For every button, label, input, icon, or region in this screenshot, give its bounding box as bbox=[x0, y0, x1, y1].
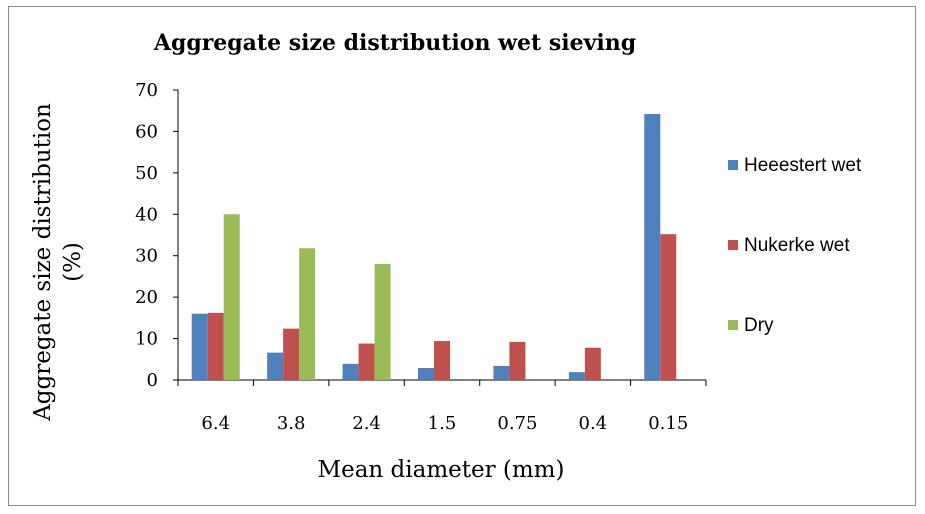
x-tick-label: 3.8 bbox=[277, 413, 306, 434]
bar-nukerke-wet-3.8 bbox=[283, 328, 300, 380]
x-tick-label: 0.4 bbox=[579, 413, 608, 434]
y-tick-label: 60 bbox=[135, 121, 158, 142]
bar-nukerke-wet-1.5 bbox=[434, 341, 450, 380]
bar-nukerke-wet-2.4 bbox=[358, 343, 375, 380]
x-tick-label: 0.15 bbox=[648, 413, 688, 434]
y-axis-title-line-1: Aggregate size distribution bbox=[30, 103, 56, 422]
y-tick-label: 40 bbox=[135, 204, 158, 225]
bar-heeestert-wet-0.75 bbox=[493, 365, 510, 380]
legend-label: Heeestert wet bbox=[744, 155, 862, 176]
bar-heeestert-wet-0.4 bbox=[568, 372, 585, 380]
x-tick-label: 1.5 bbox=[428, 413, 457, 434]
bar-nukerke-wet-0.15 bbox=[660, 234, 677, 380]
bar-nukerke-wet-0.75 bbox=[509, 341, 526, 380]
y-tick-label: 20 bbox=[135, 287, 158, 308]
legend-swatch bbox=[728, 160, 738, 170]
bar-heeestert-wet-3.8 bbox=[267, 352, 284, 380]
bar-heeestert-wet-2.4 bbox=[342, 363, 359, 380]
bar-nukerke-wet-0.4 bbox=[584, 347, 601, 380]
bar-heeestert-wet-1.5 bbox=[418, 367, 434, 380]
y-tick-label: 0 bbox=[147, 370, 158, 391]
bar-dry-3.8 bbox=[299, 248, 316, 380]
y-tick-label: 50 bbox=[135, 163, 158, 184]
legend-label: Dry bbox=[744, 315, 774, 336]
legend-label: Nukerke wet bbox=[744, 235, 850, 256]
y-axis-title: Aggregate size distribution (%) bbox=[30, 103, 86, 422]
bar-heeestert-wet-6.4 bbox=[191, 313, 208, 380]
x-tick-label: 0.75 bbox=[497, 413, 537, 434]
bar-dry-6.4 bbox=[223, 214, 240, 380]
y-axis-title-line-2: (%) bbox=[60, 242, 86, 282]
bar-nukerke-wet-6.4 bbox=[207, 312, 224, 380]
legend: Heeestert wet Nukerke wet Dry bbox=[728, 155, 862, 336]
bar-heeestert-wet-0.15 bbox=[644, 114, 661, 381]
plot-area: 0 10 20 30 40 50 60 70 6.4 3.8 2.4 1.5 0.75 0.4 0.15 bbox=[135, 80, 707, 434]
chart-frame bbox=[8, 6, 916, 506]
chart-title: Aggregate size distribution wet sieving bbox=[153, 30, 636, 56]
y-tick-label: 10 bbox=[135, 329, 158, 350]
x-axis-title: Mean diameter (mm) bbox=[318, 457, 565, 483]
y-tick-label: 30 bbox=[135, 246, 158, 267]
legend-swatch bbox=[728, 320, 738, 330]
bar-dry-2.4 bbox=[374, 264, 391, 380]
x-tick-label: 6.4 bbox=[201, 413, 230, 434]
y-tick-label: 70 bbox=[135, 80, 158, 101]
x-tick-label: 2.4 bbox=[352, 413, 381, 434]
legend-swatch bbox=[728, 240, 738, 250]
